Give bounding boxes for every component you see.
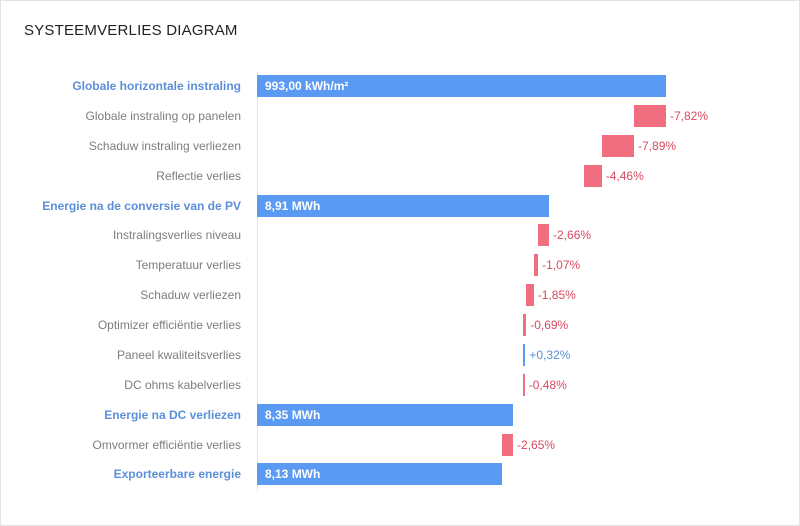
total-value-label: 8,91 MWh	[265, 198, 321, 213]
percent-label: -1,85%	[537, 288, 576, 303]
loss-bar	[502, 433, 514, 456]
total-bar: 8,35 MWh	[257, 403, 514, 426]
total-label: Energie na de conversie van de PV	[42, 198, 241, 213]
total-value-label: 8,35 MWh	[265, 407, 321, 422]
loss-bar	[522, 373, 525, 396]
loss-label: Schaduw verliezen	[140, 288, 241, 303]
loss-label: Temperatuur verlies	[135, 258, 241, 273]
loss-label: Schaduw instraling verliezen	[88, 138, 241, 153]
percent-label: -1,07%	[542, 258, 581, 273]
percent-label: -4,46%	[605, 168, 644, 183]
loss-bar	[634, 104, 666, 127]
baseline-axis	[257, 71, 258, 491]
loss-bar	[533, 254, 539, 277]
percent-label: -2,65%	[517, 437, 556, 452]
total-label: Energie na DC verliezen	[104, 407, 241, 422]
percent-label: -0,48%	[528, 377, 567, 392]
percent-label: +0,32%	[529, 347, 571, 362]
total-bar: 8,13 MWh	[257, 463, 503, 486]
chart-title: SYSTEEMVERLIES DIAGRAM	[24, 22, 238, 39]
loss-bar	[526, 284, 534, 307]
percent-label: -7,89%	[638, 138, 677, 153]
loss-label: Globale instraling op panelen	[85, 108, 241, 123]
loss-label: Omvormer efficiëntie verlies	[92, 437, 242, 452]
loss-bar	[538, 224, 550, 247]
loss-label: Reflectie verlies	[156, 168, 241, 183]
loss-bar	[601, 134, 634, 157]
loss-bar	[583, 164, 602, 187]
loss-label: Instralingsverlies niveau	[112, 228, 241, 243]
loss-label: Paneel kwaliteitsverlies	[116, 347, 241, 362]
percent-label: -2,66%	[553, 228, 592, 243]
total-label: Globale horizontale instraling	[72, 79, 241, 93]
loss-bar	[523, 314, 527, 337]
percent-label: -7,82%	[670, 108, 709, 123]
loss-label: DC ohms kabelverlies	[124, 377, 241, 392]
total-bar: 8,91 MWh	[257, 194, 550, 217]
loss-label: Optimizer efficiëntie verlies	[97, 318, 241, 333]
total-label: Exporteerbare energie	[113, 467, 241, 482]
total-value-label: 8,13 MWh	[265, 467, 321, 482]
gain-bar	[523, 343, 526, 366]
total-value-label: 993,00 kWh/m²	[265, 79, 349, 93]
total-bar: 993,00 kWh/m²	[257, 75, 666, 97]
percent-label: -0,69%	[530, 318, 569, 333]
